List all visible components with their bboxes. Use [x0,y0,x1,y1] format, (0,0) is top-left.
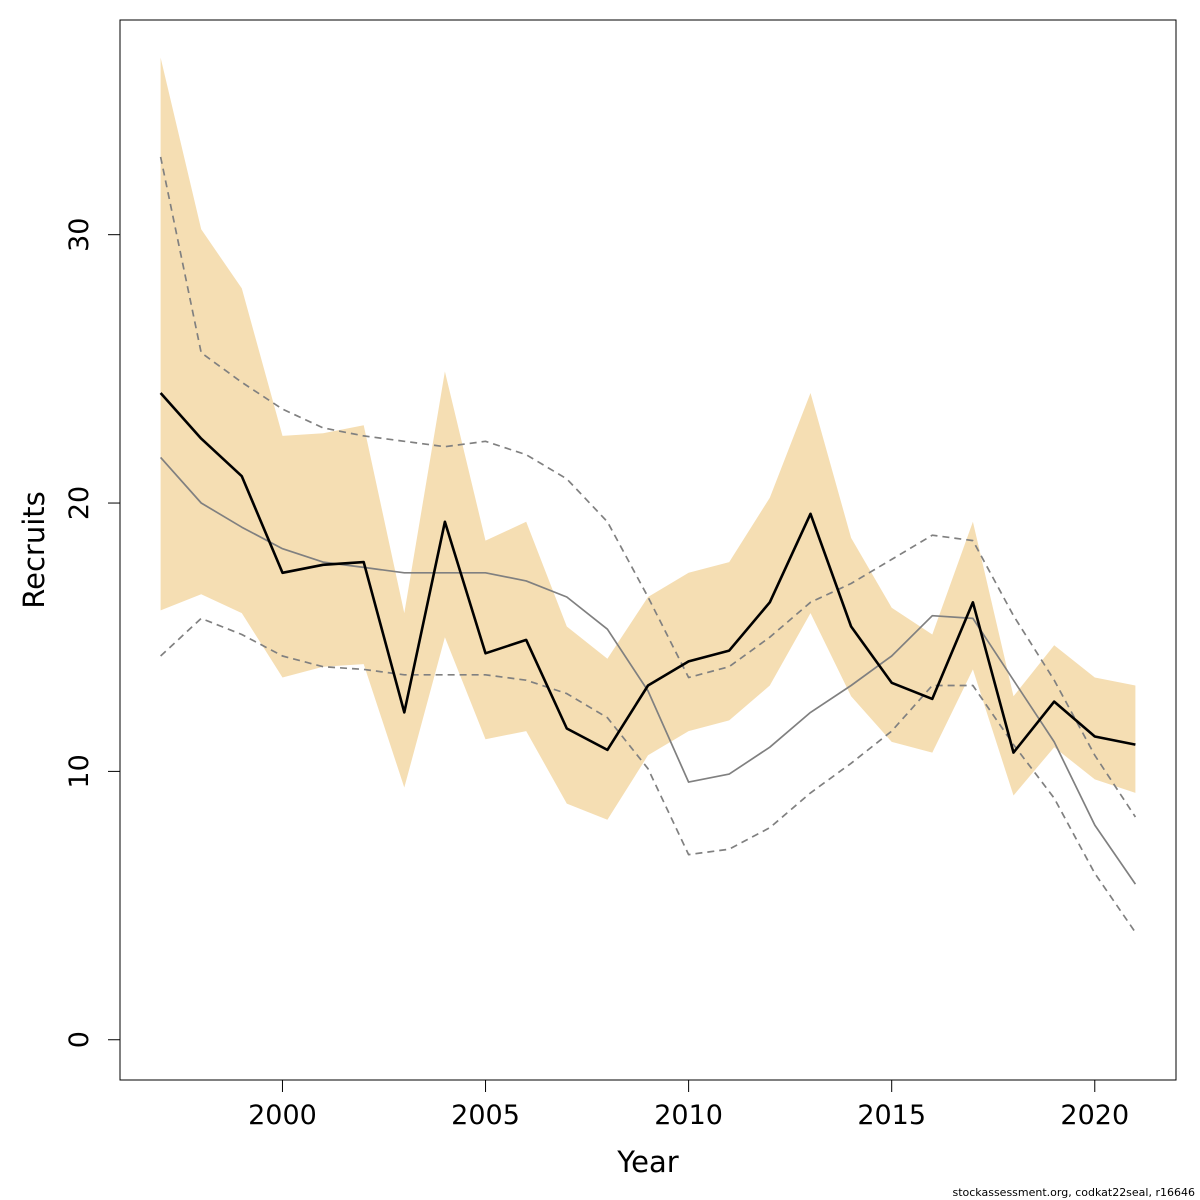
confidence-band [160,57,1136,820]
plot-frame [119,19,1177,1081]
y-tick-label: 0 [64,1031,95,1048]
x-tick-label: 2010 [654,1100,723,1131]
x-tick-label: 2015 [857,1100,926,1131]
x-tick-label: 2000 [248,1100,317,1131]
footer-note: stockassessment.org, codkat22seal, r1664… [952,1186,1195,1199]
axes: 2000 2005 2010 2015 2020 0 10 20 30 [64,218,1129,1131]
comparison-line [159,456,1137,885]
estimate-line [159,392,1136,754]
y-tick-label: 10 [64,754,95,788]
y-axis-title: Recruits [17,491,51,608]
plot-area [159,57,1137,933]
comparison-lower-line [160,617,1137,933]
y-tick-label: 20 [64,486,95,520]
x-axis-title: Year [616,1145,678,1179]
y-tick-label: 30 [64,218,95,252]
comparison-upper-line [159,156,1137,818]
x-tick-label: 2005 [451,1100,520,1131]
x-tick-label: 2020 [1060,1100,1129,1131]
